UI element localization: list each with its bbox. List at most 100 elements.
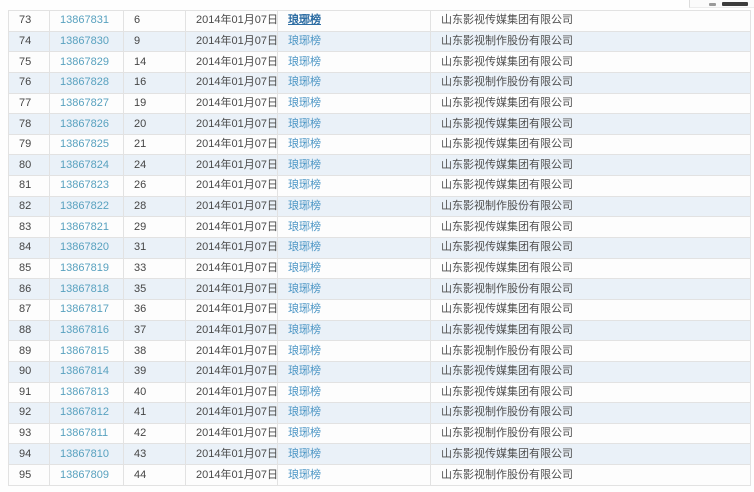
title-cell: 琅琊榜 [277, 443, 431, 466]
registration-id-cell: 13867825 [49, 133, 124, 156]
registration-id-link[interactable]: 13867825 [60, 138, 109, 151]
registration-id-link[interactable]: 13867824 [60, 158, 109, 171]
table-row: 93 13867811 42 2014年01月07日 琅琊榜 山东影视制作股份有… [8, 422, 751, 445]
company-cell: 山东影视传媒集团有限公司 [430, 319, 751, 342]
class-number-cell: 21 [123, 133, 186, 156]
registration-id-link[interactable]: 13867826 [60, 117, 109, 130]
class-number-cell: 36 [123, 298, 186, 321]
title-cell: 琅琊榜 [277, 298, 431, 321]
title-cell: 琅琊榜 [277, 216, 431, 239]
registration-id-cell: 13867822 [49, 195, 124, 218]
title-link[interactable]: 琅琊榜 [288, 96, 321, 109]
title-link[interactable]: 琅琊榜 [288, 179, 321, 192]
title-link[interactable]: 琅琊榜 [288, 303, 321, 316]
registration-id-link[interactable]: 13867810 [60, 447, 109, 460]
registration-id-link[interactable]: 13867817 [60, 303, 109, 316]
title-link[interactable]: 琅琊榜 [288, 365, 321, 378]
registration-id-link[interactable]: 13867818 [60, 282, 109, 295]
registration-id-cell: 13867811 [49, 422, 124, 445]
company-cell: 山东影视制作股份有限公司 [430, 278, 751, 300]
title-cell: 琅琊榜 [277, 30, 431, 53]
registration-id-cell: 13867818 [49, 278, 124, 300]
registration-id-link[interactable]: 13867831 [60, 14, 109, 27]
class-number-cell: 35 [123, 278, 186, 300]
table-row: 87 13867817 36 2014年01月07日 琅琊榜 山东影视传媒集团有… [8, 298, 751, 321]
company-cell: 山东影视传媒集团有限公司 [430, 237, 751, 259]
title-link[interactable]: 琅琊榜 [288, 468, 321, 481]
date-cell: 2014年01月07日 [185, 113, 278, 135]
registration-id-link[interactable]: 13867813 [60, 385, 109, 398]
title-link[interactable]: 琅琊榜 [288, 34, 321, 47]
registration-id-cell: 13867820 [49, 237, 124, 259]
registration-id-link[interactable]: 13867830 [60, 34, 109, 47]
registration-id-cell: 13867814 [49, 360, 124, 383]
date-cell: 2014年01月07日 [185, 30, 278, 53]
title-link[interactable]: 琅琊榜 [288, 385, 321, 398]
row-number-cell: 81 [8, 175, 50, 197]
title-link[interactable]: 琅琊榜 [288, 344, 321, 357]
registration-id-link[interactable]: 13867820 [60, 241, 109, 254]
title-link[interactable]: 琅琊榜 [288, 117, 321, 130]
date-cell: 2014年01月07日 [185, 381, 278, 404]
row-number-cell: 92 [8, 402, 50, 424]
title-link[interactable]: 琅琊榜 [288, 200, 321, 213]
title-link[interactable]: 琅琊榜 [288, 158, 321, 171]
registration-id-link[interactable]: 13867815 [60, 344, 109, 357]
registration-id-link[interactable]: 13867827 [60, 96, 109, 109]
registration-id-link[interactable]: 13867823 [60, 179, 109, 192]
title-link[interactable]: 琅琊榜 [288, 55, 321, 68]
company-cell: 山东影视制作股份有限公司 [430, 340, 751, 362]
registration-id-link[interactable]: 13867821 [60, 220, 109, 233]
title-link[interactable]: 琅琊榜 [288, 262, 321, 274]
title-link[interactable]: 琅琊榜 [288, 138, 321, 151]
title-link[interactable]: 琅琊榜 [288, 427, 321, 440]
date-cell: 2014年01月07日 [185, 71, 278, 94]
registration-id-link[interactable]: 13867811 [60, 427, 109, 440]
title-cell: 琅琊榜 [277, 402, 431, 424]
row-number-cell: 76 [8, 71, 50, 94]
title-link[interactable]: 琅琊榜 [288, 323, 321, 336]
title-link[interactable]: 琅琊榜 [288, 447, 321, 460]
table-row: 82 13867822 28 2014年01月07日 琅琊榜 山东影视制作股份有… [8, 195, 751, 218]
date-cell: 2014年01月07日 [185, 298, 278, 321]
registration-id-cell: 13867828 [49, 71, 124, 94]
row-number-cell: 77 [8, 92, 50, 115]
title-cell: 琅琊榜 [277, 175, 431, 197]
title-cell: 琅琊榜 [277, 92, 431, 115]
registration-id-link[interactable]: 13867829 [60, 55, 109, 68]
row-number-cell: 88 [8, 319, 50, 342]
title-cell: 琅琊榜 [277, 195, 431, 218]
table-row: 73 13867831 6 2014年01月07日 琅琊榜 山东影视传媒集团有限… [8, 10, 751, 32]
company-cell: 山东影视传媒集团有限公司 [430, 113, 751, 135]
registration-id-link[interactable]: 13867814 [60, 365, 109, 378]
registration-id-link[interactable]: 13867822 [60, 200, 109, 213]
title-link[interactable]: 琅琊榜 [288, 406, 321, 419]
registration-id-link[interactable]: 13867816 [60, 323, 109, 336]
title-link[interactable]: 琅琊榜 [288, 220, 321, 233]
title-link[interactable]: 琅琊榜 [288, 14, 321, 27]
class-number-cell: 24 [123, 154, 186, 177]
table-row: 84 13867820 31 2014年01月07日 琅琊榜 山东影视传媒集团有… [8, 237, 751, 259]
class-number-cell: 44 [123, 464, 186, 486]
table-row: 89 13867815 38 2014年01月07日 琅琊榜 山东影视制作股份有… [8, 340, 751, 362]
company-cell: 山东影视制作股份有限公司 [430, 464, 751, 486]
registration-id-link[interactable]: 13867812 [60, 406, 109, 419]
title-link[interactable]: 琅琊榜 [288, 76, 321, 89]
table-row: 92 13867812 41 2014年01月07日 琅琊榜 山东影视制作股份有… [8, 402, 751, 424]
registration-id-link[interactable]: 13867828 [60, 76, 109, 89]
row-number-cell: 84 [8, 237, 50, 259]
company-cell: 山东影视传媒集团有限公司 [430, 51, 751, 73]
title-link[interactable]: 琅琊榜 [288, 282, 321, 295]
title-link[interactable]: 琅琊榜 [288, 241, 321, 254]
registration-id-cell: 13867817 [49, 298, 124, 321]
company-cell: 山东影视制作股份有限公司 [430, 195, 751, 218]
company-cell: 山东影视传媒集团有限公司 [430, 381, 751, 404]
title-cell: 琅琊榜 [277, 133, 431, 156]
title-cell: 琅琊榜 [277, 381, 431, 404]
row-number-cell: 85 [8, 257, 50, 280]
row-number-cell: 79 [8, 133, 50, 156]
date-cell: 2014年01月07日 [185, 278, 278, 300]
registration-id-link[interactable]: 13867809 [60, 468, 109, 481]
registration-id-link[interactable]: 13867819 [60, 262, 109, 274]
